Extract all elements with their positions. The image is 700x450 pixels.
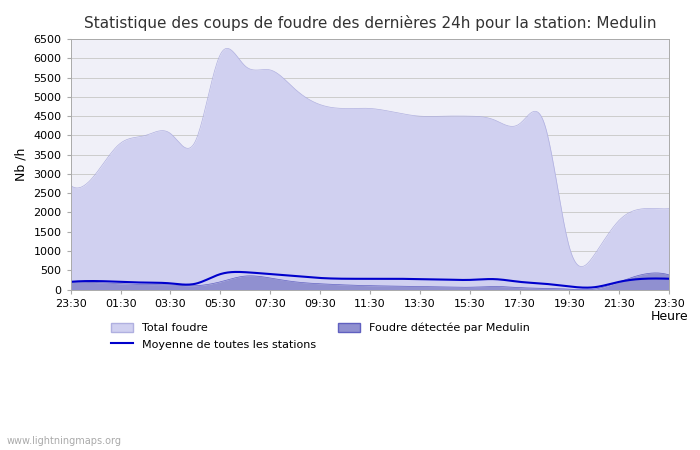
Y-axis label: Nb /h: Nb /h [15,148,28,181]
Legend: Total foudre, Moyenne de toutes les stations, Foudre détectée par Medulin: Total foudre, Moyenne de toutes les stat… [106,318,535,354]
X-axis label: Heure: Heure [650,310,688,323]
Text: www.lightningmaps.org: www.lightningmaps.org [7,436,122,446]
Title: Statistique des coups de foudre des dernières 24h pour la station: Medulin: Statistique des coups de foudre des dern… [84,15,656,31]
